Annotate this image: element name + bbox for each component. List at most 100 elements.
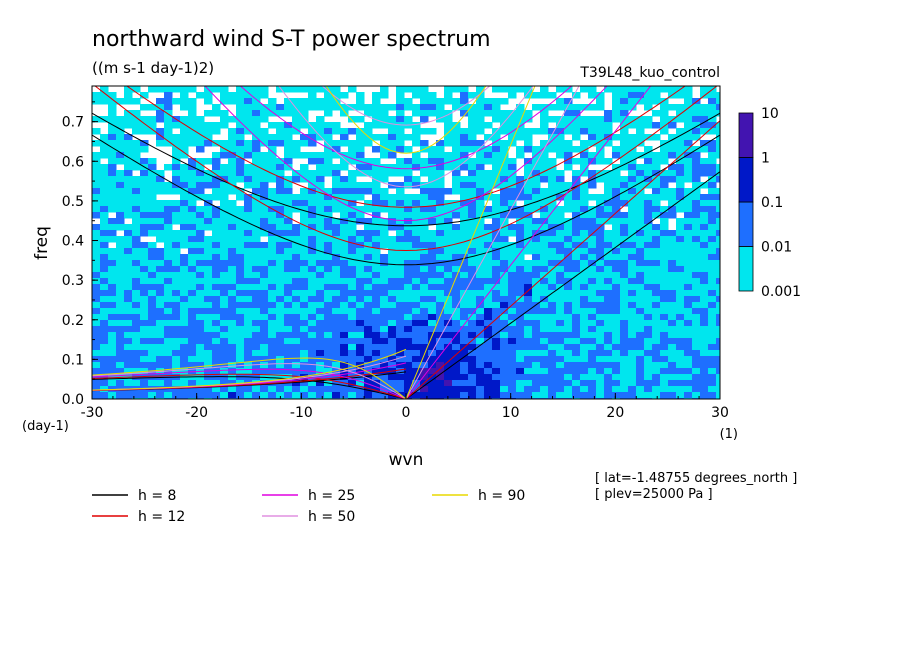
heat-cell (612, 344, 621, 351)
heat-cell (588, 104, 597, 111)
heat-cell (284, 248, 293, 255)
heat-cell (628, 134, 637, 141)
heat-cell (604, 242, 613, 249)
heat-cell (436, 176, 445, 183)
heat-cell (276, 374, 285, 381)
heat-cell (428, 344, 437, 351)
run-label: T39L48_kuo_control (579, 65, 720, 81)
heat-cell (372, 350, 381, 357)
heat-cell (572, 248, 581, 255)
heat-cell (668, 116, 677, 123)
heat-cell (332, 290, 341, 297)
heat-cell (260, 344, 269, 351)
heat-cell (476, 308, 485, 315)
heat-cell (620, 104, 629, 111)
heat-cell (180, 350, 189, 357)
heat-cell (132, 260, 141, 267)
heat-cell (300, 152, 309, 159)
heat-cell (516, 290, 525, 297)
heat-cell (100, 134, 109, 141)
heat-cell (476, 392, 485, 399)
heat-cell (516, 296, 525, 303)
heat-cell (356, 392, 365, 399)
heat-cell (508, 122, 517, 129)
heat-cell (124, 356, 133, 363)
heat-cell (276, 128, 285, 135)
heat-cell (108, 116, 117, 123)
heat-cell (492, 362, 501, 369)
heat-cell (716, 392, 720, 399)
heat-cell (660, 194, 669, 201)
heat-cell (636, 200, 645, 207)
heat-cell (284, 272, 293, 279)
heat-cell (156, 170, 165, 177)
heat-cell (372, 284, 381, 291)
heat-cell (476, 320, 485, 327)
heat-cell (436, 344, 445, 351)
heat-cell (444, 110, 453, 117)
heat-cell (452, 392, 461, 399)
heat-cell (388, 104, 397, 111)
heat-cell (164, 164, 173, 171)
heat-cell (100, 116, 109, 123)
y-axis-label: freq (32, 226, 52, 260)
heat-cell (412, 254, 421, 261)
heat-cell (252, 98, 261, 105)
heat-cell (516, 104, 525, 111)
heat-cell (332, 170, 341, 177)
heat-cell (212, 392, 221, 399)
heat-cell (500, 146, 509, 153)
heat-cell (572, 302, 581, 309)
heat-cell (460, 86, 469, 93)
heat-cell (412, 248, 421, 255)
heat-cell (300, 170, 309, 177)
heat-cell (404, 368, 413, 375)
heat-cell (284, 140, 293, 147)
heat-cell (452, 236, 461, 243)
heat-cell (324, 266, 333, 273)
heat-cell (260, 164, 269, 171)
heat-cell (372, 392, 381, 399)
heat-cell (292, 200, 301, 207)
heat-cell (412, 332, 421, 339)
heat-cell (204, 206, 213, 213)
heat-cell (524, 344, 533, 351)
heat-cell (436, 164, 445, 171)
heat-cell (476, 350, 485, 357)
heat-cell (676, 104, 685, 111)
heat-cell (180, 182, 189, 189)
heat-cell (556, 380, 565, 387)
heat-cell (628, 212, 637, 219)
heat-cell (708, 356, 717, 363)
heat-cell (676, 92, 685, 99)
heat-cell (172, 98, 181, 105)
heat-cell (692, 182, 701, 189)
heat-cell (220, 98, 229, 105)
heat-cell (332, 356, 341, 363)
heat-cell (236, 296, 245, 303)
heat-cell (564, 290, 573, 297)
heat-cell (116, 188, 125, 195)
heat-cell (324, 332, 333, 339)
heat-cell (588, 314, 597, 321)
heat-cell (164, 260, 173, 267)
dispersion-line (325, 86, 487, 154)
heat-cell (356, 368, 365, 375)
heat-cell (524, 218, 533, 225)
heat-cell (596, 206, 605, 213)
heat-cell (708, 290, 717, 297)
heat-cell (644, 266, 653, 273)
heat-cell (460, 338, 469, 345)
heat-cell (372, 296, 381, 303)
heat-cell (588, 320, 597, 327)
heat-cell (404, 308, 413, 315)
heat-cell (580, 386, 589, 393)
heat-cell (92, 188, 101, 195)
heat-cell (364, 350, 373, 357)
heat-cell (708, 110, 717, 117)
heat-cell (236, 260, 245, 267)
heat-cell (340, 272, 349, 279)
heat-cell (156, 356, 165, 363)
heat-cell (380, 380, 389, 387)
heat-cell (572, 200, 581, 207)
